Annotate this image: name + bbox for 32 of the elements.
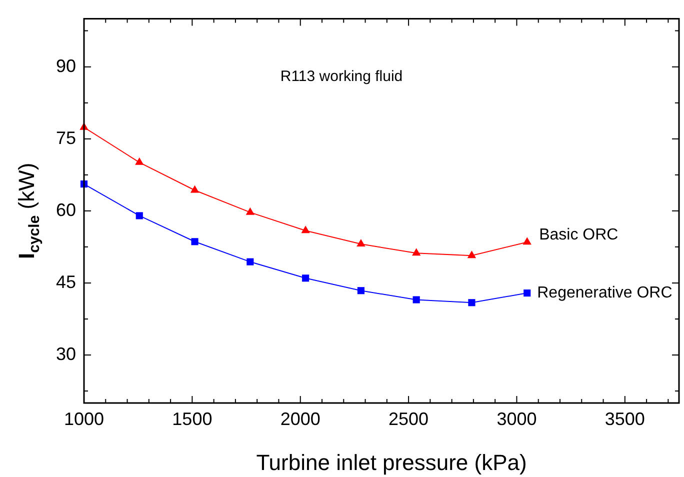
x-tick-label: 3500 xyxy=(604,408,645,429)
point xyxy=(467,250,476,258)
x-axis-title: Turbine inlet pressure (kPa) xyxy=(256,450,527,475)
point xyxy=(301,226,310,234)
x-tick-label: 2000 xyxy=(280,408,320,429)
series-label: Regenerative ORC xyxy=(537,284,672,302)
y-tick-label: 90 xyxy=(56,56,76,76)
y-tick-label: 45 xyxy=(56,272,76,292)
point xyxy=(524,289,531,297)
point xyxy=(356,239,366,247)
x-tick-label: 1000 xyxy=(64,408,104,429)
series-label: Basic ORC xyxy=(539,226,618,244)
point xyxy=(246,258,254,266)
point xyxy=(191,238,198,246)
point xyxy=(412,248,421,256)
x-tick-label: 2500 xyxy=(388,408,429,429)
point xyxy=(136,212,143,220)
point xyxy=(412,296,420,304)
point xyxy=(302,274,310,282)
point xyxy=(190,185,200,193)
point xyxy=(357,287,364,294)
y-tick-label: 75 xyxy=(56,128,76,148)
x-tick-label: 1500 xyxy=(172,408,212,429)
y-tick-label: 30 xyxy=(56,344,76,364)
annotation: R113 working fluid xyxy=(280,68,403,85)
x-tick-label: 3000 xyxy=(496,408,537,429)
point xyxy=(135,157,144,165)
point xyxy=(246,207,254,215)
point xyxy=(468,299,476,306)
y-tick-label: 60 xyxy=(56,200,76,220)
point xyxy=(522,237,532,245)
y-axis-title: Icycle (kW) xyxy=(14,162,43,259)
